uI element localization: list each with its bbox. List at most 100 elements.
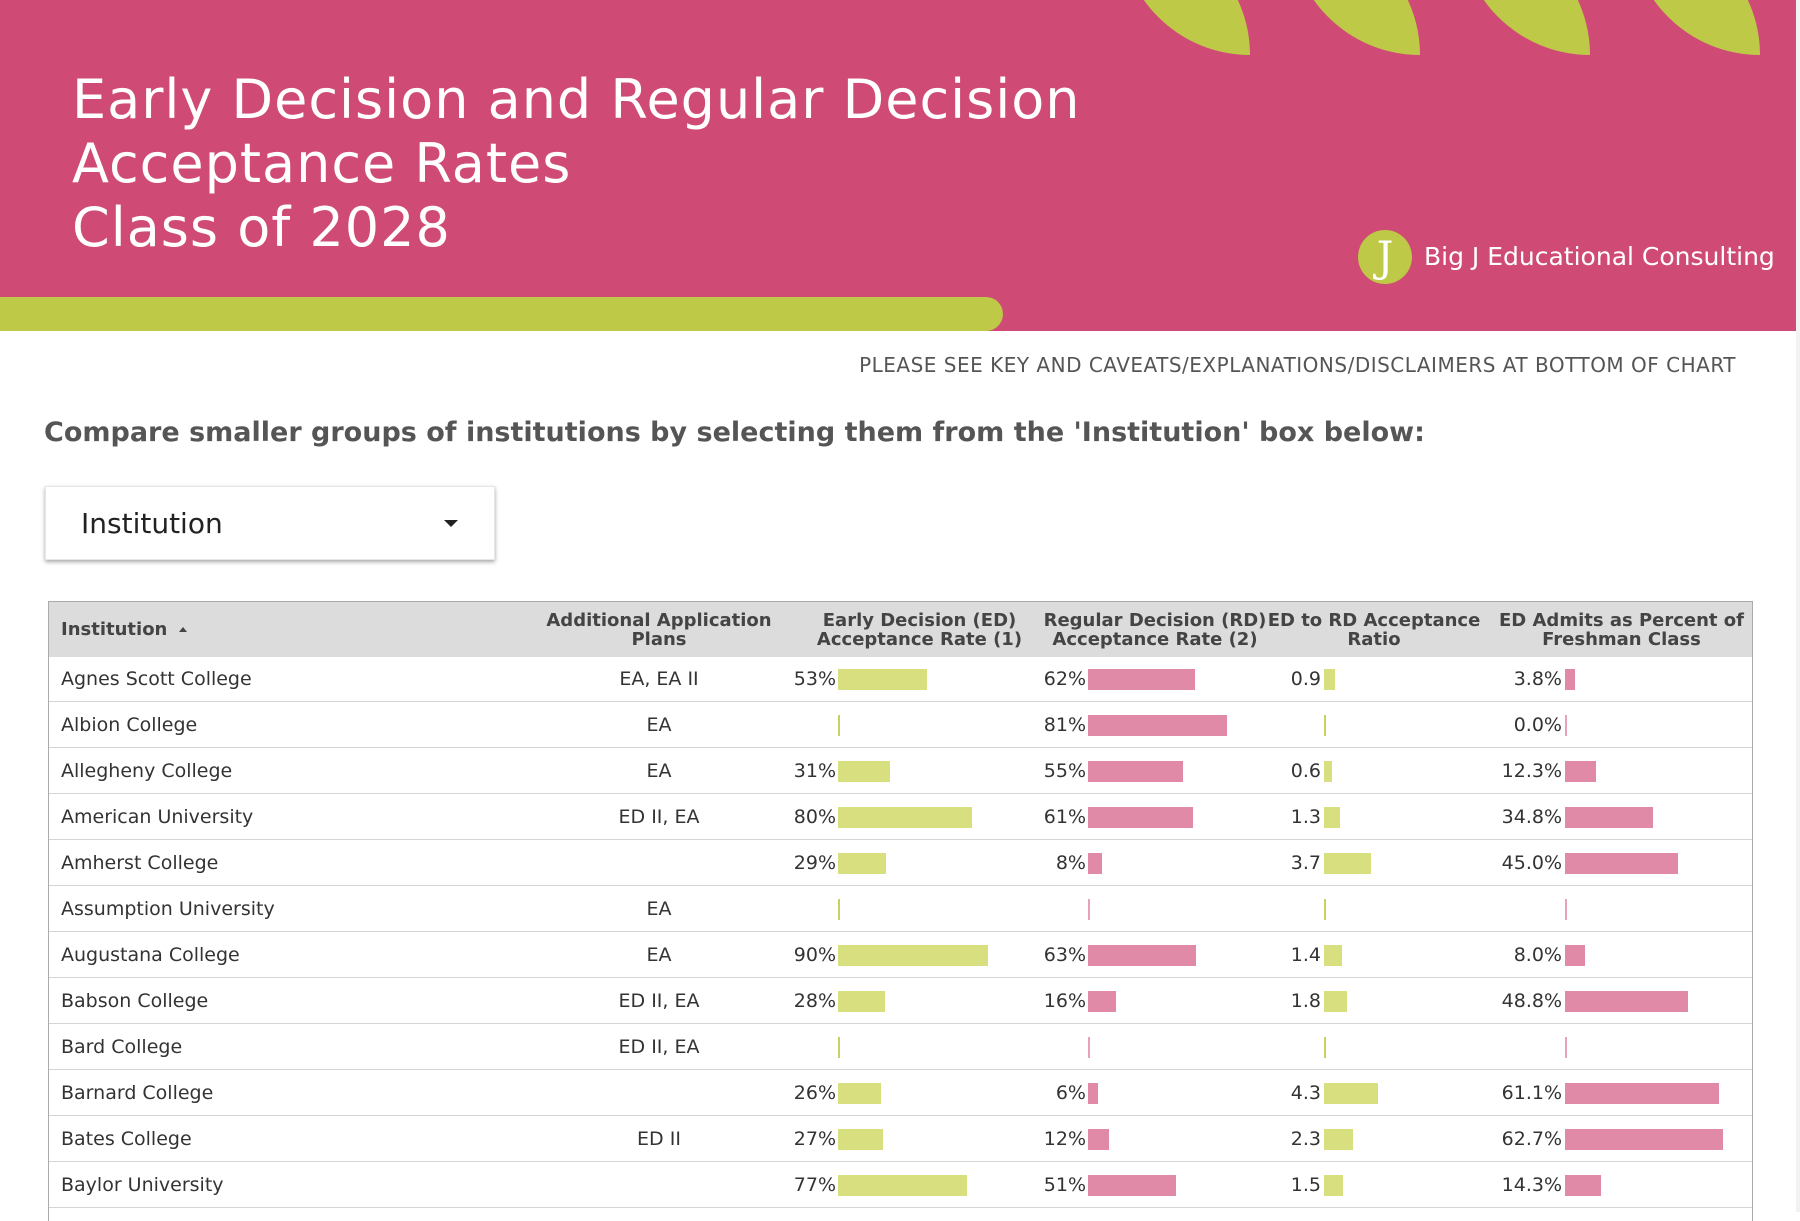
rd-rate-label: 63% [1043, 944, 1086, 966]
column-header-label: ED to RD Acceptance Ratio [1267, 609, 1481, 650]
ed-rate-label: 28% [793, 990, 836, 1012]
ratio-bar [1324, 945, 1342, 966]
rd-rate-bar [1088, 1083, 1099, 1104]
column-header-ratio[interactable]: ED to RD Acceptance Ratio [1259, 602, 1489, 657]
institution-cell: Agnes Scott College [61, 668, 252, 690]
institution-cell: Baylor University [61, 1174, 224, 1196]
rd-rate-label: 51% [1043, 1174, 1086, 1196]
rd-rate-label: 16% [1043, 990, 1086, 1012]
column-header-rd-rate[interactable]: Regular Decision (RD) Acceptance Rate (2… [1034, 602, 1276, 657]
column-header-institution[interactable]: Institution [49, 602, 531, 657]
ratio-label: 0.6 [1290, 760, 1321, 782]
ed-rate-bar [838, 1175, 967, 1196]
pct-class-label: 45.0% [1501, 852, 1562, 874]
rd-rate-bar [1088, 669, 1195, 690]
plans-cell: EA [646, 760, 672, 782]
table-row: American University ED II, EA 80% 61% 1.3 34.… [49, 795, 1752, 840]
column-header-label: Institution [61, 619, 168, 640]
rd-rate-label: 12% [1043, 1128, 1086, 1150]
ratio-bar [1324, 669, 1336, 690]
decorative-leaf [1120, 0, 1250, 55]
column-header-label: ED Admits as Percent of Freshman Class [1499, 609, 1744, 650]
ed-rate-bar [838, 761, 890, 782]
pct-class-bar [1565, 991, 1688, 1012]
column-header-ed-rate[interactable]: Early Decision (ED) Acceptance Rate (1) [792, 602, 1047, 657]
key-notice: PLEASE SEE KEY AND CAVEATS/EXPLANATIONS/… [859, 353, 1736, 377]
institution-cell: Albion College [61, 714, 198, 736]
plans-cell: EA [646, 944, 672, 966]
plans-cell: EA [646, 898, 672, 920]
ratio-label: 3.7 [1290, 852, 1321, 874]
ed-rate-label [736, 703, 836, 748]
table-row: Babson College ED II, EA 28% 16% 1.8 48.8% [49, 979, 1752, 1024]
institution-cell: Assumption University [61, 898, 275, 920]
ed-rate-bar [838, 945, 989, 966]
institution-cell: American University [61, 806, 254, 828]
pct-class-label: 3.8% [1513, 668, 1562, 690]
pct-class-label: 48.8% [1501, 990, 1562, 1012]
ed-rate-bar [838, 853, 887, 874]
ed-rate-bar [838, 1129, 884, 1150]
ratio-bar [1324, 991, 1347, 1012]
brand-name: Big J Educational Consulting [1424, 242, 1775, 271]
rd-rate-bar [1088, 807, 1193, 828]
institution-cell: Barnard College [61, 1082, 214, 1104]
rd-rate-label: 8% [1055, 852, 1086, 874]
ed-rate-label: 29% [793, 852, 836, 874]
pct-class-label [1462, 1025, 1562, 1070]
page-title: Early Decision and Regular Decision Acce… [72, 68, 1081, 260]
institution-cell: Babson College [61, 990, 209, 1012]
ed-rate-bar [838, 807, 972, 828]
pct-class-label: 34.8% [1501, 806, 1562, 828]
ed-rate-bar [838, 715, 840, 736]
column-header-plans[interactable]: Additional Application Plans [516, 602, 802, 657]
pct-class-bar [1565, 899, 1567, 920]
ratio-bar [1324, 715, 1326, 736]
pct-class-bar [1565, 715, 1567, 736]
ratio-label: 1.4 [1290, 944, 1321, 966]
pct-class-bar [1565, 1175, 1602, 1196]
pct-class-bar [1565, 853, 1679, 874]
ed-rate-label: 80% [793, 806, 836, 828]
rd-rate-bar [1088, 991, 1116, 1012]
plans-cell: ED II, EA [618, 990, 700, 1012]
table-row: Bates College ED II 27% 12% 2.3 62.7% [49, 1117, 1752, 1162]
ratio-bar [1324, 1129, 1353, 1150]
column-header-pct-class[interactable]: ED Admits as Percent of Freshman Class [1494, 602, 1749, 657]
rd-rate-bar [1088, 1129, 1109, 1150]
institution-filter-dropdown[interactable]: Institution [45, 486, 495, 560]
institution-cell: Allegheny College [61, 760, 233, 782]
plans-cell: ED II, EA [618, 806, 700, 828]
ratio-label: 4.3 [1290, 1082, 1321, 1104]
table-row: Bard College ED II, EA [49, 1025, 1752, 1070]
ed-rate-label [736, 1025, 836, 1070]
ratio-bar [1324, 853, 1371, 874]
pct-class-label: 14.3% [1501, 1174, 1562, 1196]
logo: J [1358, 230, 1412, 284]
ratio-label [1221, 703, 1321, 748]
rd-rate-bar [1088, 1175, 1176, 1196]
ed-rate-bar [838, 669, 927, 690]
column-header-label: Early Decision (ED) Acceptance Rate (1) [816, 609, 1023, 650]
decorative-leaf [1290, 0, 1420, 55]
scrollbar-track[interactable] [1796, 0, 1800, 1212]
page-title-line: Acceptance Rates [72, 132, 572, 195]
rd-rate-label: 81% [1043, 714, 1086, 736]
rd-rate-bar [1088, 1037, 1090, 1058]
ratio-label: 2.3 [1290, 1128, 1321, 1150]
ratio-bar [1324, 899, 1326, 920]
ratio-bar [1324, 1083, 1379, 1104]
page-title-line: Early Decision and Regular Decision [72, 68, 1081, 131]
ed-rate-label: 31% [793, 760, 836, 782]
ed-rate-bar [838, 1037, 840, 1058]
sort-ascending-icon [179, 627, 188, 632]
institution-cell: Bates College [61, 1128, 192, 1150]
ratio-label [1221, 887, 1321, 932]
plans-cell: EA [646, 714, 672, 736]
ed-rate-label: 53% [793, 668, 836, 690]
table-row: Assumption University EA [49, 887, 1752, 932]
ed-rate-bar [838, 1083, 882, 1104]
ed-rate-bar [838, 991, 885, 1012]
decorative-leaf [1460, 0, 1590, 55]
pct-class-bar [1565, 761, 1596, 782]
